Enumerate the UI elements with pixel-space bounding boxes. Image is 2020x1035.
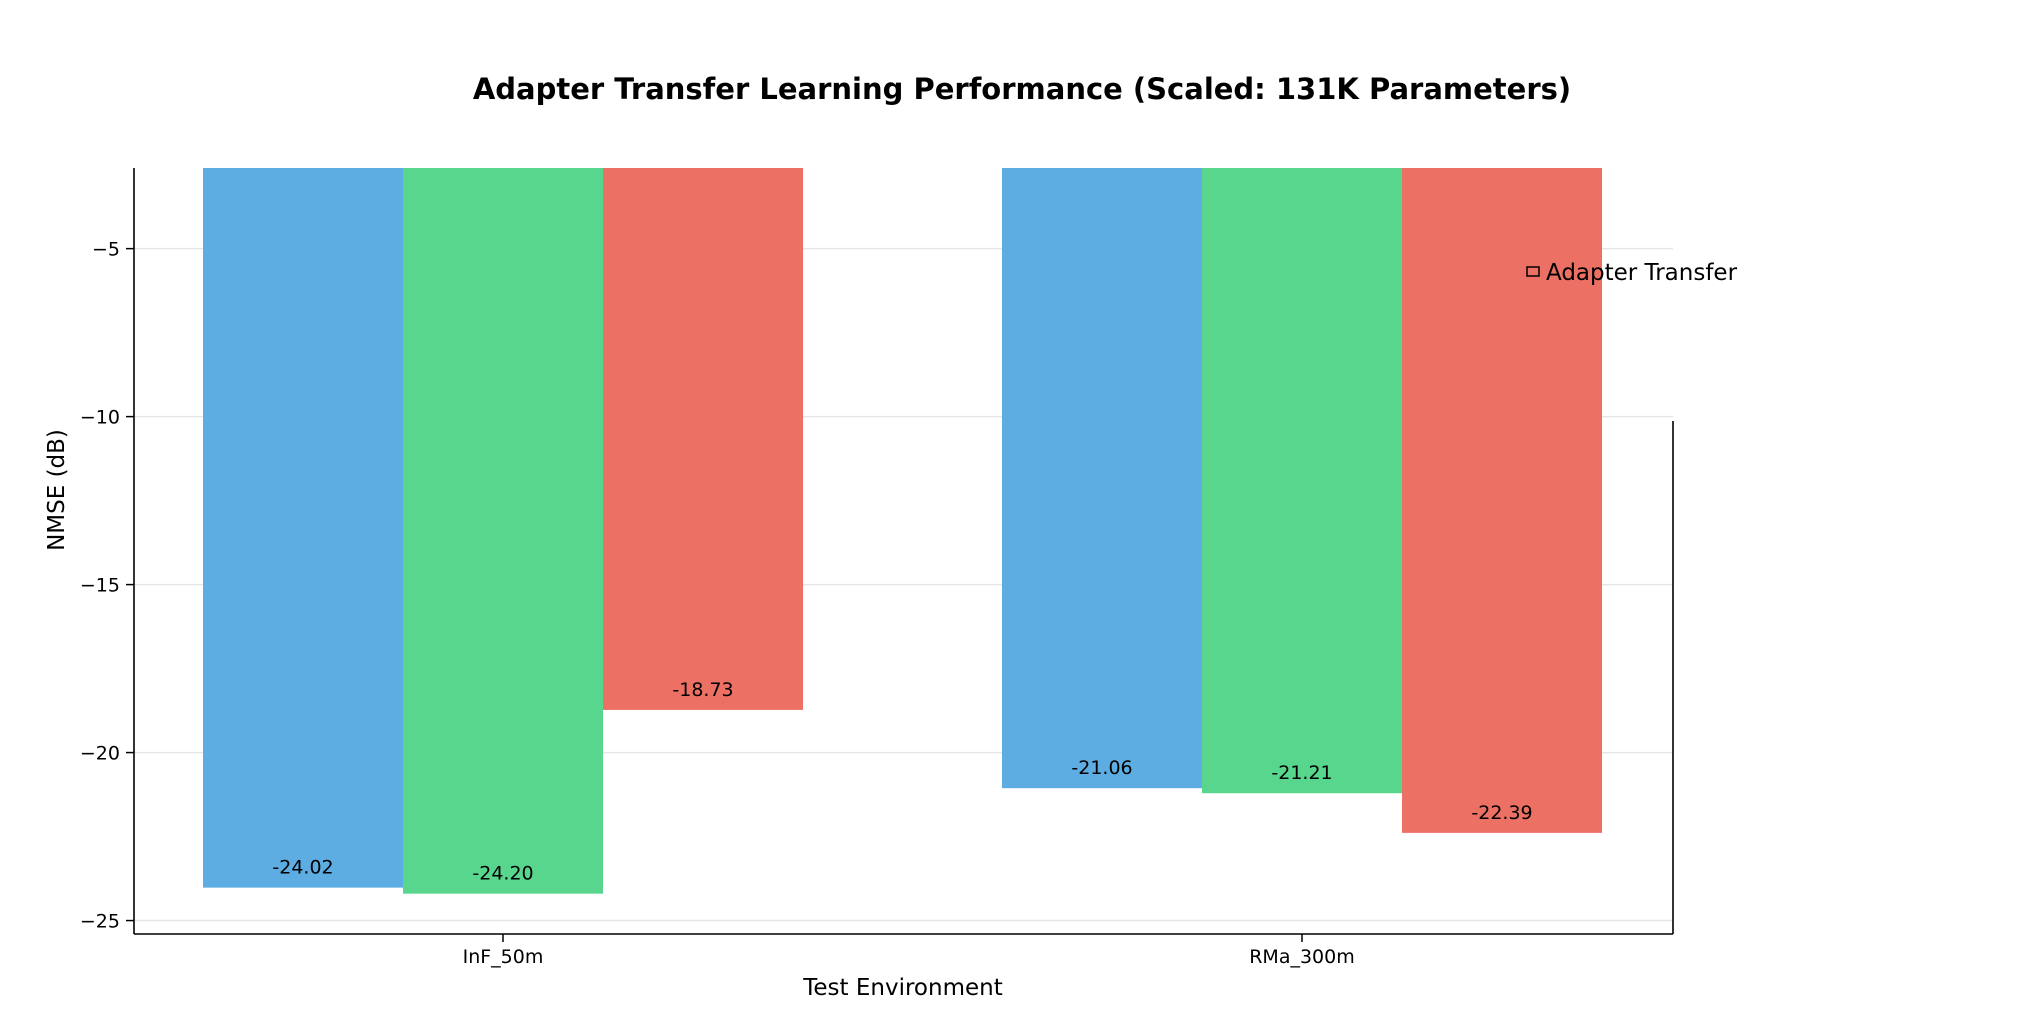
axes (133, 168, 1674, 935)
y-tick-label: −15 (80, 575, 120, 597)
bar (1402, 168, 1602, 833)
bar (203, 168, 403, 888)
x-tick-label: RMa_300m (1249, 946, 1355, 968)
chart-title: Adapter Transfer Learning Performance (S… (473, 72, 1571, 106)
x-ticks: InF_50m RMa_300m (463, 934, 1355, 968)
bar-value-labels: -24.02 -24.20 -18.73 -21.06 -21.21 -22.39 (272, 679, 1532, 885)
bar-value-label: -24.20 (472, 863, 533, 885)
x-axis-title: Test Environment (802, 975, 1002, 1001)
bars (203, 168, 1602, 894)
legend-swatch (1526, 266, 1540, 277)
y-ticks: −5 −10 −15 −20 −25 (80, 239, 134, 933)
legend: Adapter Transfer (1526, 260, 1738, 286)
legend-label: Adapter Transfer (1546, 260, 1738, 286)
bar (1202, 168, 1402, 794)
bar (603, 168, 803, 710)
bar-value-label: -24.02 (272, 857, 333, 879)
bar-value-label: -22.39 (1471, 802, 1532, 824)
y-tick-label: −25 (80, 911, 120, 933)
y-tick-label: −20 (80, 743, 120, 765)
bar-value-label: -21.06 (1071, 757, 1132, 779)
bar-value-label: -18.73 (672, 679, 733, 701)
y-tick-label: −10 (80, 407, 120, 429)
y-axis-title: NMSE (dB) (44, 429, 70, 551)
bar (1002, 168, 1202, 789)
bar-value-label: -21.21 (1271, 762, 1332, 784)
x-tick-label: InF_50m (463, 946, 544, 968)
y-tick-label: −5 (92, 239, 120, 261)
bar (403, 168, 603, 894)
